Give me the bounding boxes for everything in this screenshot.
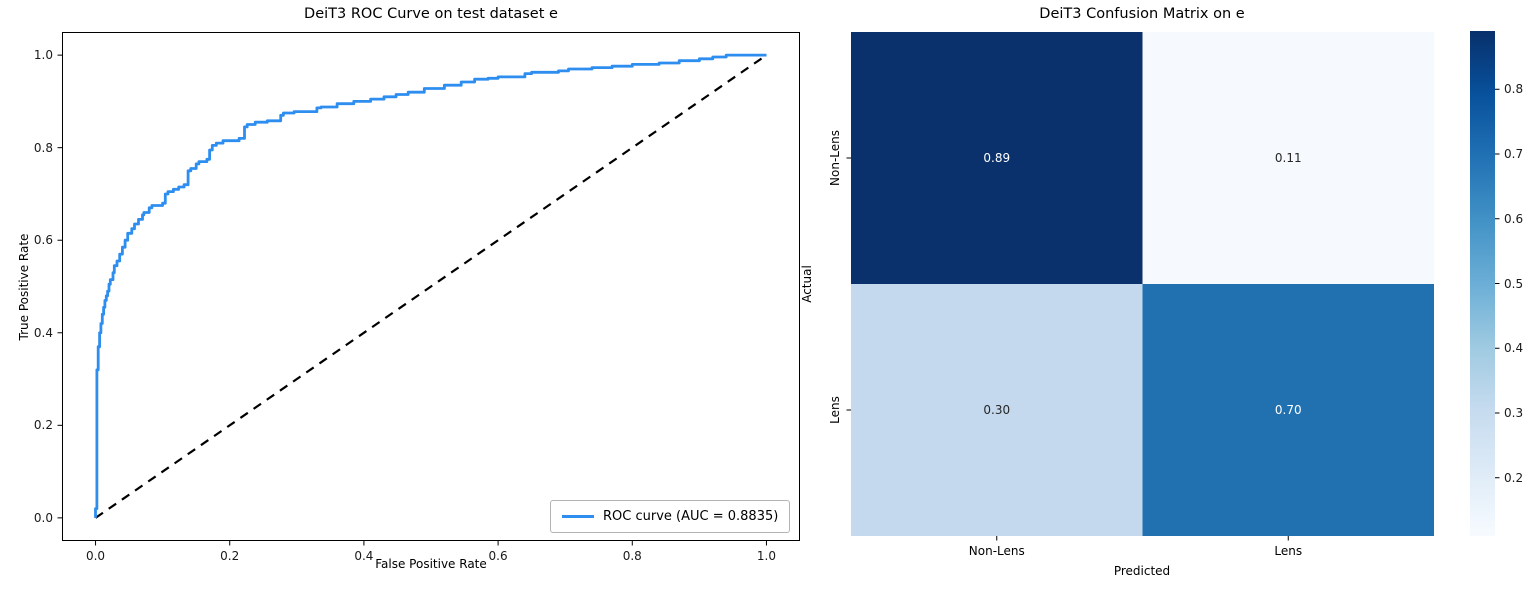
roc-y-tick-label: 1.0: [33, 48, 53, 63]
cm-row-label: Lens: [828, 396, 842, 424]
roc-xlabel: False Positive Rate: [375, 557, 487, 571]
cm-col-label: Non-Lens: [968, 544, 1025, 558]
roc-x-tick-label: 1.0: [756, 549, 776, 563]
cm-col-label: Lens: [1274, 544, 1303, 558]
roc-curve-path: [94, 53, 767, 518]
cm-xlabel: Predicted: [1113, 564, 1171, 578]
cm-cell: [851, 32, 1143, 284]
colorbar-tick-label: 0.7: [1504, 147, 1524, 161]
roc-x-tick-label: 0.2: [220, 549, 240, 563]
colorbar-tick-label: 0.3: [1504, 405, 1524, 420]
roc-y-tick-label: 0.4: [33, 325, 53, 340]
roc-y-tick-label: 0.2: [33, 418, 53, 433]
roc-legend-line-swatch: [562, 515, 594, 518]
colorbar-tick-label: 0.6: [1504, 211, 1524, 226]
roc-axes-frame: [62, 32, 800, 541]
roc-y-tick-label: 0.8: [33, 140, 53, 155]
cm-cell-value: 0.11: [1274, 151, 1302, 165]
colorbar-tick-label: 0.5: [1504, 276, 1524, 291]
cm-cell: [851, 284, 1143, 536]
colorbar-tick-label: 0.2: [1504, 470, 1524, 485]
roc-ylabel: True Positive Rate: [17, 233, 31, 341]
colorbar-tick-label: 0.4: [1504, 341, 1524, 356]
roc-x-tick-label: 0.0: [85, 549, 106, 563]
cm-ylabel: Actual: [800, 265, 814, 303]
colorbar: [1470, 31, 1495, 536]
roc-y-tick-label: 0.0: [33, 510, 53, 525]
cm-cell: [1142, 32, 1434, 284]
cm-row-label: Non-Lens: [828, 130, 842, 186]
cm-cell: [1142, 284, 1434, 536]
cm-cell-value: 0.30: [983, 403, 1011, 417]
cm-cell-value: 0.89: [983, 151, 1011, 165]
chance-diagonal-line: [94, 54, 768, 519]
roc-x-tick-label: 0.4: [354, 549, 374, 563]
roc-title: DeiT3 ROC Curve on test dataset e: [304, 6, 558, 22]
roc-x-tick-label: 0.8: [622, 549, 642, 563]
roc-y-tick-label: 0.6: [33, 233, 53, 248]
cm-cell-value: 0.70: [1274, 403, 1302, 417]
roc-legend: ROC curve (AUC = 0.8835): [550, 500, 791, 533]
colorbar-tick-label: 0.8: [1504, 82, 1524, 97]
roc-x-tick-label: 0.6: [488, 549, 508, 563]
roc-legend-label: ROC curve (AUC = 0.8835): [603, 509, 779, 524]
cm-title: DeiT3 Confusion Matrix on e: [1039, 6, 1245, 22]
